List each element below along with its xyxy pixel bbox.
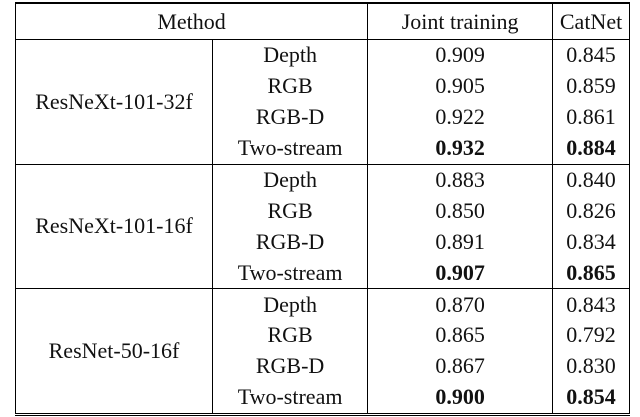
table-body: ResNeXt-101-32f Depth 0.909 0.845 RGB 0.905 0.… bbox=[14, 38, 630, 416]
score: 0.883 bbox=[435, 167, 485, 192]
table-row: ResNeXt-101-32f Depth 0.909 0.845 bbox=[14, 38, 630, 165]
score-cell: 0.854 bbox=[552, 381, 630, 416]
score: 0.870 bbox=[435, 291, 485, 317]
table-row: RGB-D 0.891 0.834 bbox=[16, 226, 630, 258]
modality-cell: RGB-D bbox=[212, 101, 368, 133]
score: 0.850 bbox=[435, 197, 485, 223]
score-cell: 0.867 bbox=[367, 350, 553, 382]
score-cell: 0.845 bbox=[552, 38, 630, 71]
score-cell: 0.830 bbox=[552, 350, 630, 382]
score-cell: 0.843 bbox=[552, 288, 630, 321]
results-table: Method Joint training CatNet ResNeXt-101… bbox=[14, 2, 630, 416]
header-row: Method Joint training CatNet bbox=[14, 2, 630, 40]
score: 0.932 bbox=[435, 135, 485, 161]
score: 0.891 bbox=[435, 228, 485, 254]
score: 0.867 bbox=[435, 353, 485, 379]
score: 0.861 bbox=[566, 104, 616, 130]
score: 0.909 bbox=[435, 42, 485, 68]
score-cell: 0.870 bbox=[367, 288, 553, 321]
header-cell: Joint training bbox=[367, 2, 553, 40]
score-cell: 0.792 bbox=[552, 320, 630, 351]
score-cell: 0.884 bbox=[552, 132, 630, 165]
score-cell: 0.905 bbox=[367, 70, 553, 102]
table-row: ResNeXt-101-16f Depth 0.883 0.840 bbox=[14, 163, 630, 289]
score: 0.859 bbox=[566, 73, 616, 99]
score-cell: 0.834 bbox=[552, 226, 630, 258]
table-row: RGB-D 0.922 0.861 bbox=[16, 101, 630, 133]
modality-cell: Depth bbox=[212, 288, 368, 321]
method-cell: ResNet-50-16f bbox=[14, 288, 213, 416]
modality-cell: RGB-D bbox=[212, 350, 368, 382]
score-cell: 0.907 bbox=[367, 257, 553, 289]
score-cell: 0.922 bbox=[367, 101, 553, 133]
score-cell: 0.900 bbox=[367, 381, 553, 416]
score-cell: 0.865 bbox=[367, 320, 553, 351]
modality-cell: Two-stream bbox=[212, 257, 368, 289]
modality-cell: RGB bbox=[212, 70, 368, 102]
table-row: Two-stream 0.907 0.865 bbox=[16, 257, 630, 289]
header-cell: Method bbox=[14, 2, 368, 40]
table-row: Two-stream 0.932 0.884 bbox=[16, 132, 630, 165]
modality-cell: Depth bbox=[212, 163, 368, 196]
score: 0.905 bbox=[435, 73, 485, 99]
table-row: RGB 0.905 0.859 bbox=[16, 70, 630, 102]
table-row: RGB 0.865 0.792 bbox=[16, 320, 630, 351]
score: 0.792 bbox=[566, 322, 616, 348]
score: 0.884 bbox=[566, 135, 616, 161]
header-cell: CatNet bbox=[552, 2, 630, 40]
score: 0.865 bbox=[435, 322, 485, 348]
score: 0.830 bbox=[566, 353, 616, 379]
table-row: RGB 0.850 0.826 bbox=[16, 195, 630, 227]
score-cell: 0.891 bbox=[367, 226, 553, 258]
method-cell: ResNeXt-101-32f bbox=[14, 39, 213, 165]
score-cell: 0.883 bbox=[367, 163, 553, 196]
modality-cell: RGB-D bbox=[212, 226, 368, 258]
score-cell: 0.826 bbox=[552, 195, 630, 227]
table-row: RGB-D 0.867 0.830 bbox=[16, 350, 630, 382]
score-cell: 0.932 bbox=[367, 132, 553, 165]
score: 0.865 bbox=[566, 259, 616, 285]
score: 0.854 bbox=[566, 384, 616, 410]
score-cell: 0.859 bbox=[552, 70, 630, 102]
method-cell: ResNeXt-101-16f bbox=[14, 163, 213, 289]
modality-cell: Two-stream bbox=[212, 132, 368, 165]
score-cell: 0.840 bbox=[552, 163, 630, 196]
modality-cell: Depth bbox=[212, 38, 368, 71]
score: 0.907 bbox=[435, 259, 485, 285]
score: 0.900 bbox=[435, 384, 485, 410]
score-cell: 0.850 bbox=[367, 195, 553, 227]
table-row: Two-stream 0.900 0.854 bbox=[16, 381, 630, 416]
score: 0.843 bbox=[566, 291, 616, 317]
modality-cell: RGB bbox=[212, 320, 368, 351]
score: 0.826 bbox=[566, 197, 616, 223]
score: 0.834 bbox=[566, 228, 616, 254]
score-cell: 0.909 bbox=[367, 38, 553, 71]
table-row: ResNet-50-16f Depth 0.870 0.843 bbox=[14, 288, 630, 416]
score: 0.922 bbox=[435, 104, 485, 130]
modality-cell: RGB bbox=[212, 195, 368, 227]
modality-cell: Two-stream bbox=[212, 381, 368, 416]
score-cell: 0.861 bbox=[552, 101, 630, 133]
score-cell: 0.865 bbox=[552, 257, 630, 289]
score: 0.845 bbox=[566, 42, 616, 68]
score: 0.840 bbox=[566, 167, 616, 192]
